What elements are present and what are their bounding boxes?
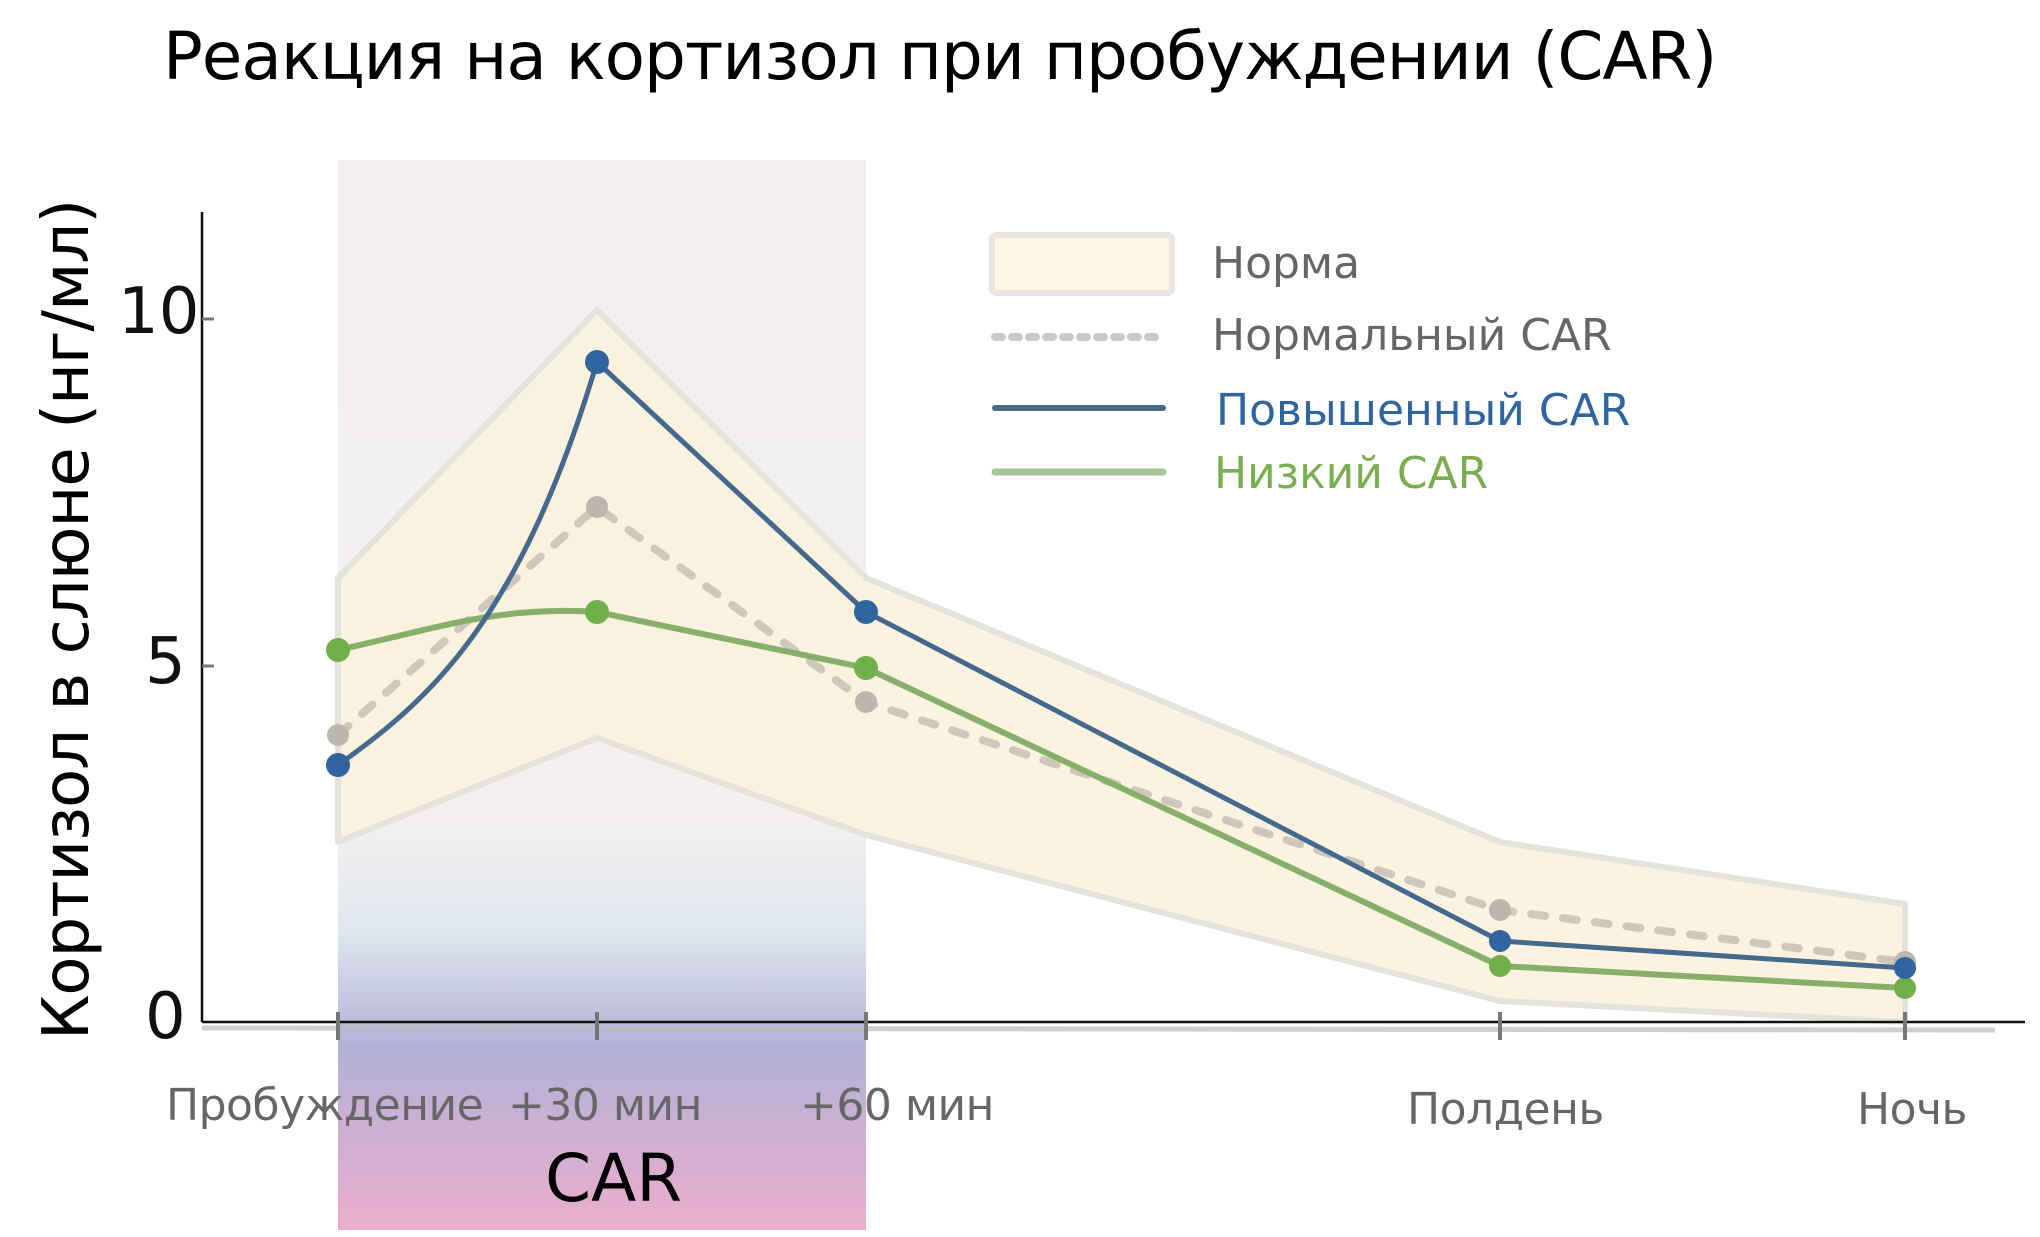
x-tick-30min: +30 мин <box>508 1080 702 1131</box>
y-tick-10: 10 <box>118 275 200 349</box>
chart-title: Реакция на кортизол при пробуждении (CAR… <box>163 18 1717 95</box>
x-tick-60min: +60 мин <box>800 1080 994 1131</box>
x-tick-wakeup: Пробуждение <box>166 1080 484 1131</box>
low-car-markers <box>326 600 1916 999</box>
car-region-label: CAR <box>545 1140 683 1217</box>
elevated-car-markers <box>326 350 1916 979</box>
legend-elevated-car-label: Повышенный CAR <box>1216 385 1631 436</box>
series-elevated-car <box>335 359 1908 971</box>
y-tick-0: 0 <box>145 980 186 1054</box>
x-tick-noon: Полдень <box>1407 1084 1604 1135</box>
legend-low-car-label: Низкий CAR <box>1214 448 1489 499</box>
normal-car-markers <box>327 496 1916 973</box>
legend-norm-label: Норма <box>1212 238 1361 289</box>
legend-normal-car-label: Нормальный CAR <box>1212 310 1612 361</box>
y-tick-5: 5 <box>145 625 186 699</box>
legend-norm-swatch <box>989 232 1175 296</box>
x-tick-night: Ночь <box>1857 1084 1967 1135</box>
